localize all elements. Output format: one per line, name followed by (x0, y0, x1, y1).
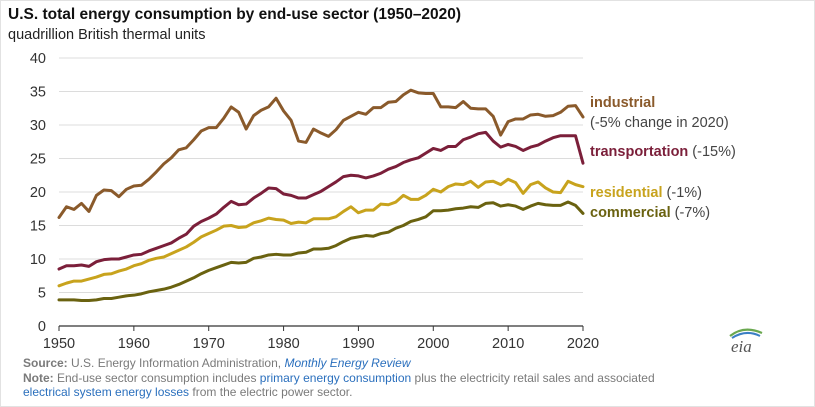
note-line: Note: End-use sector consumption include… (23, 371, 655, 386)
grid-lines (59, 57, 583, 327)
note-link-system-losses[interactable]: electrical system energy losses (23, 385, 190, 399)
chart-subtitle: quadrillion British thermal units (8, 27, 206, 43)
x-tick-label-1950: 1950 (43, 336, 75, 352)
x-tick-label-2020: 2020 (567, 336, 599, 352)
eia-logo: eia (729, 328, 763, 355)
x-tick-label-1960: 1960 (118, 336, 150, 352)
note-text-2: plus the electricity retail sales and as… (411, 370, 655, 385)
note-label: Note: (23, 370, 54, 385)
x-tick-label-2000: 2000 (417, 336, 449, 352)
eia-logo-text: eia (731, 337, 752, 355)
y-tick-label-40: 40 (30, 51, 46, 67)
eia-logo-swoosh-1 (729, 328, 763, 337)
x-tick-label-1990: 1990 (342, 336, 374, 352)
eia-logo-swoosh-2 (731, 332, 761, 339)
chart-footer: Source: U.S. Energy Information Administ… (23, 356, 655, 400)
note-text-3: from the electric power sector. (189, 385, 353, 399)
x-tick-label-1980: 1980 (267, 336, 299, 352)
y-tick-label-35: 35 (30, 85, 46, 101)
y-tick-label-15: 15 (30, 219, 46, 235)
x-tick-label-1970: 1970 (193, 336, 225, 352)
source-line: Source: U.S. Energy Information Administ… (23, 356, 655, 371)
y-tick-label-0: 0 (38, 319, 46, 335)
source-text: U.S. Energy Information Administration, (67, 356, 285, 370)
y-axis-ticks: 0 5 10 15 20 25 30 35 40 (30, 51, 46, 335)
series-line-residential (57, 177, 585, 288)
series-lines (57, 88, 585, 303)
x-axis-ticks: 1950 1960 1970 1980 1990 2000 2010 2020 (43, 326, 599, 352)
y-tick-label-30: 30 (30, 118, 46, 134)
series-labels: industrial (-5% change in 2020) transporta… (590, 95, 736, 221)
y-tick-label-10: 10 (30, 252, 46, 268)
source-label: Source: (23, 356, 68, 370)
series-line-industrial (57, 88, 585, 219)
series-label-residential: residential (-1%) (590, 185, 702, 201)
series-label-commercial: commercial (-7%) (590, 205, 710, 221)
chart-title: U.S. total energy consumption by end-use… (8, 6, 462, 23)
note-link-primary-energy[interactable]: primary energy consumption (259, 370, 412, 385)
y-tick-label-5: 5 (38, 286, 46, 302)
note-line-2: electrical system energy losses from the… (23, 385, 655, 400)
x-tick-label-2010: 2010 (492, 336, 524, 352)
y-tick-label-20: 20 (30, 185, 46, 201)
note-text-1: End-use sector consumption includes (53, 370, 260, 385)
series-line-commercial (57, 200, 585, 303)
series-label-transportation: transportation (-15%) (590, 144, 736, 160)
y-tick-label-25: 25 (30, 152, 46, 168)
series-line-transportation (57, 130, 585, 271)
series-label-industrial: industrial (-5% change in 2020) (590, 95, 729, 131)
source-link[interactable]: Monthly Energy Review (284, 356, 411, 370)
